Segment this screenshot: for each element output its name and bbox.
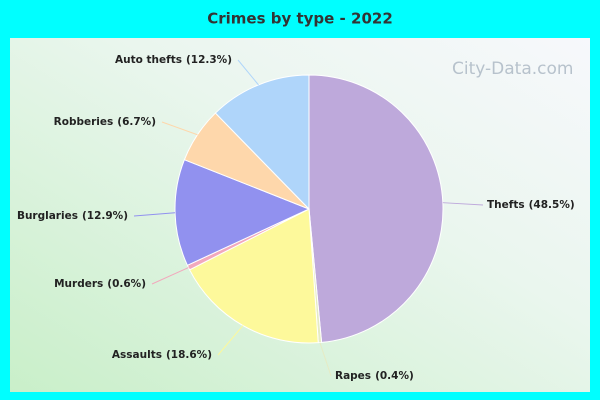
slice-category: Thefts <box>487 199 525 211</box>
slice-value-label: (12.3%) <box>186 54 232 66</box>
leader-line <box>133 212 176 217</box>
slice-category: Murders <box>54 278 103 290</box>
leader-line <box>151 267 189 285</box>
leader-line <box>442 202 484 206</box>
slice-category: Robberies <box>54 116 114 128</box>
slice-value-label: (18.6%) <box>166 349 212 361</box>
slice-label: Thefts (48.5%) <box>487 199 575 211</box>
slice-category: Burglaries <box>17 210 78 222</box>
slice-value-label: (0.6%) <box>107 278 146 290</box>
slice-category: Assaults <box>112 349 162 361</box>
watermark: City-Data.com <box>452 59 573 79</box>
leader-line <box>161 121 198 136</box>
leader-line <box>237 59 259 86</box>
slice-value-label: (48.5%) <box>529 199 575 211</box>
slice-label: Auto thefts (12.3%) <box>115 54 232 66</box>
slice-label: Rapes (0.4%) <box>335 370 414 382</box>
slice-label: Robberies (6.7%) <box>54 116 156 128</box>
leader-line <box>319 342 332 377</box>
pie-slice <box>214 74 310 211</box>
slice-value-label: (12.9%) <box>82 210 128 222</box>
pie <box>174 74 444 344</box>
leader-line <box>217 325 244 356</box>
pie-slice <box>188 208 319 344</box>
slice-value-label: (0.4%) <box>375 370 414 382</box>
slice-category: Auto thefts <box>115 54 182 66</box>
slice-value-label: (6.7%) <box>117 116 156 128</box>
pie-slice <box>174 159 311 266</box>
slice-label: Assaults (18.6%) <box>112 349 212 361</box>
slice-category: Rapes <box>335 370 371 382</box>
slice-label: Burglaries (12.9%) <box>17 210 128 222</box>
slice-label: Murders (0.6%) <box>54 278 146 290</box>
chart-title: Crimes by type - 2022 <box>207 10 393 28</box>
pie-slice <box>308 74 444 343</box>
